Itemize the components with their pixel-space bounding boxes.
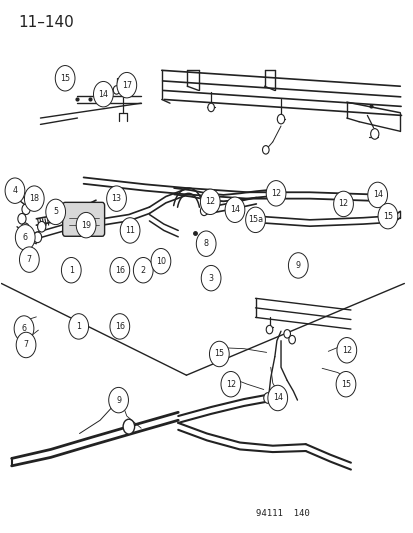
Circle shape [33,232,42,243]
Text: 9: 9 [116,395,121,405]
Text: 12: 12 [338,199,348,208]
Circle shape [336,337,356,363]
Text: 94111  140: 94111 140 [256,510,309,519]
Circle shape [288,253,307,278]
Circle shape [333,191,353,216]
Text: 12: 12 [341,346,351,355]
Circle shape [209,341,229,367]
Circle shape [16,332,36,358]
Circle shape [69,314,88,339]
Text: 12: 12 [271,189,280,198]
Circle shape [201,265,221,291]
Circle shape [18,214,26,224]
Circle shape [5,178,25,204]
Text: 14: 14 [372,190,382,199]
Circle shape [21,223,29,233]
Text: 7: 7 [24,341,28,350]
Circle shape [22,204,30,215]
Circle shape [245,207,265,232]
Circle shape [123,419,134,434]
Circle shape [38,221,46,232]
Circle shape [266,181,285,206]
Text: 15: 15 [340,379,350,389]
Text: 11–140: 11–140 [18,14,74,30]
Text: 1: 1 [69,266,74,274]
Text: 13: 13 [111,194,121,203]
Text: 15a: 15a [247,215,262,224]
Text: 12: 12 [225,379,235,389]
Circle shape [367,182,387,208]
Text: 15: 15 [382,212,392,221]
Text: 4: 4 [12,186,17,195]
Text: 15: 15 [60,74,70,83]
Circle shape [116,72,136,98]
Circle shape [196,231,216,256]
Circle shape [283,329,290,338]
Circle shape [267,385,287,411]
Circle shape [93,82,113,107]
Text: 11: 11 [125,226,135,235]
Circle shape [221,372,240,397]
Circle shape [207,103,214,112]
Text: 16: 16 [114,266,124,274]
Circle shape [110,257,129,283]
Circle shape [76,213,96,238]
Text: 12: 12 [205,197,215,206]
Circle shape [268,395,276,406]
FancyBboxPatch shape [62,203,104,236]
Circle shape [109,387,128,413]
Text: 1: 1 [76,322,81,331]
Circle shape [61,257,81,283]
Circle shape [19,247,39,272]
Text: 15: 15 [214,350,224,359]
Text: 14: 14 [98,90,108,99]
Circle shape [266,325,272,334]
Circle shape [14,316,34,341]
Text: 17: 17 [121,80,132,90]
Text: 10: 10 [156,257,166,265]
Circle shape [262,146,268,154]
Text: 7: 7 [27,255,32,264]
Text: 14: 14 [272,393,282,402]
Circle shape [370,128,378,139]
Circle shape [377,204,397,229]
Circle shape [107,186,126,212]
Circle shape [225,197,244,222]
Circle shape [200,206,207,216]
Text: 6: 6 [23,233,28,242]
Text: 6: 6 [21,324,26,333]
Circle shape [151,248,171,274]
Circle shape [24,186,44,212]
Text: 16: 16 [114,322,124,331]
Circle shape [120,217,140,243]
Text: 2: 2 [140,266,145,274]
Text: 5: 5 [53,207,58,216]
Circle shape [133,257,153,283]
Circle shape [113,86,119,94]
Circle shape [110,314,129,339]
Circle shape [288,335,295,344]
Circle shape [55,66,75,91]
Circle shape [200,189,220,215]
Text: 8: 8 [203,239,208,248]
Text: 18: 18 [29,194,39,203]
Circle shape [335,372,355,397]
Text: 3: 3 [208,273,213,282]
Circle shape [46,199,65,224]
Circle shape [263,393,271,403]
Text: 19: 19 [81,221,91,230]
Circle shape [277,114,284,124]
Text: 9: 9 [295,261,300,270]
Circle shape [15,224,35,250]
Text: 14: 14 [229,205,240,214]
